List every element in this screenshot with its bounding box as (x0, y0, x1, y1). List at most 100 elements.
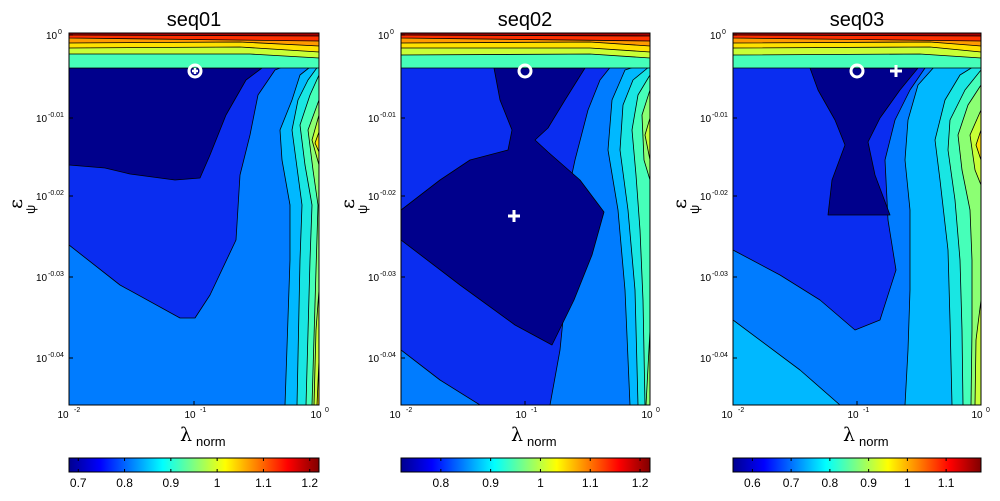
colorbar-ticks: 0.8 0.9 1 1.1 1.2 (432, 458, 649, 490)
x-tick-base: 10 (515, 410, 527, 421)
x-tick-exp: -2 (406, 407, 412, 414)
y-tick-exp: -0.02 (380, 190, 396, 197)
x-tick-base: 10 (721, 410, 733, 421)
x-tick-base: 10 (389, 410, 401, 421)
y-tick-base: 10 (700, 192, 712, 203)
y-tick-exp: -0.04 (380, 352, 396, 359)
panel-seq02: seq02 (337, 9, 660, 490)
y-tick: 10 -0.01 (368, 112, 405, 125)
y-tick-exp: 0 (722, 29, 726, 36)
contour-fill-green (641, 89, 650, 405)
colorbar-tick-label: 1.1 (582, 476, 599, 490)
x-tick-exp: -2 (738, 407, 744, 414)
x-axis-label-sub: norm (196, 434, 226, 449)
colorbar-tick-label: 1 (904, 476, 911, 490)
x-tick: 10 -1 (184, 401, 206, 421)
contour-fill-darkred-top (401, 33, 650, 37)
contour-fill-dark (69, 67, 263, 181)
colorbar-tick-label: 1.2 (301, 476, 318, 490)
y-tick-base: 10 (368, 354, 380, 365)
x-axis: 10 -2 10 -1 10 0 λ norm (389, 401, 660, 449)
colorbar-tick-label: 1 (214, 476, 221, 490)
x-tick-exp: -1 (531, 407, 537, 414)
colorbar-gradient (68, 457, 320, 473)
y-tick: 10 -0.04 (700, 352, 737, 365)
panel-title: seq03 (830, 9, 885, 31)
y-axis-label: ε (337, 199, 359, 209)
y-tick-base: 10 (368, 192, 380, 203)
marker-circle (187, 63, 203, 79)
contour-plot (733, 33, 981, 405)
colorbar-tick-label: 0.9 (163, 476, 180, 490)
contour-fill-dark (401, 67, 605, 346)
y-tick: 10 -0.01 (36, 112, 73, 125)
x-tick-exp: -1 (863, 407, 869, 414)
x-axis: 10 -2 10 -1 10 0 λ norm (721, 401, 990, 449)
contour-fill-yellow (975, 129, 981, 161)
colorbar: 0.8 0.9 1 1.1 1.2 (400, 457, 651, 490)
y-tick-base: 10 (36, 273, 48, 284)
y-tick-exp: 0 (58, 29, 62, 36)
y-tick-exp: -0.04 (48, 352, 64, 359)
y-tick: 10 -0.02 (368, 190, 405, 203)
colorbar-tick-label: 0.6 (744, 476, 761, 490)
x-tick-exp: 0 (986, 407, 990, 414)
x-tick-base: 10 (971, 410, 983, 421)
y-tick-exp: -0.03 (380, 271, 396, 278)
colorbar-tick-label: 1 (537, 476, 544, 490)
y-axis: 10 0 10 -0.01 10 -0.02 10 -0.03 10 - (669, 29, 737, 365)
y-tick-base: 10 (710, 31, 722, 42)
y-axis-label: ε (5, 199, 27, 209)
x-tick: 10 -1 (515, 401, 537, 421)
y-tick: 10 -0.03 (36, 271, 73, 284)
y-axis-label-sub: ψ (23, 205, 38, 214)
contour-plot (69, 33, 319, 405)
x-tick: 10 -2 (721, 401, 744, 421)
panel-seq03: seq03 (669, 9, 990, 490)
y-axis-label-sub: ψ (355, 205, 370, 214)
marker-circle (517, 63, 533, 79)
y-tick-exp: -0.02 (712, 190, 728, 197)
marker-plus (508, 210, 520, 222)
colorbar-tick-label: 1.1 (255, 476, 272, 490)
x-tick: 10 0 (641, 401, 660, 421)
x-tick: 10 -1 (847, 401, 869, 421)
x-tick: 10 -2 (389, 401, 412, 421)
marker-plus (192, 68, 198, 74)
colorbar: 0.6 0.7 0.8 0.9 1 1.1 (732, 457, 982, 490)
y-tick-base: 10 (700, 114, 712, 125)
y-tick-exp: -0.01 (380, 112, 396, 119)
y-tick: 10 -0.04 (36, 352, 73, 365)
y-tick-exp: 0 (390, 29, 394, 36)
colorbar-gradient (732, 457, 982, 473)
marker-circle (849, 63, 865, 79)
y-tick-exp: -0.02 (48, 190, 64, 197)
x-tick-base: 10 (57, 410, 69, 421)
y-tick-base: 10 (36, 114, 48, 125)
y-tick-exp: -0.04 (712, 352, 728, 359)
y-tick-base: 10 (36, 354, 48, 365)
x-tick-base: 10 (310, 410, 322, 421)
x-tick-base: 10 (184, 410, 196, 421)
x-tick-exp: 0 (656, 407, 660, 414)
y-tick: 10 -0.04 (368, 352, 405, 365)
y-axis: 10 0 10 -0.01 10 -0.02 10 -0.03 10 - (337, 29, 405, 365)
contour-plot (401, 33, 650, 405)
y-tick: 10 -0.01 (700, 112, 737, 125)
y-tick: 10 0 (378, 29, 405, 42)
contour-fill-yellowgreen (311, 114, 319, 405)
y-tick: 10 -0.02 (700, 190, 737, 203)
y-tick-base: 10 (378, 31, 390, 42)
x-tick-exp: 0 (325, 407, 329, 414)
y-tick-base: 10 (36, 192, 48, 203)
y-tick: 10 -0.02 (36, 190, 73, 203)
x-tick: 10 -2 (57, 401, 80, 421)
panel-title: seq01 (167, 9, 222, 31)
x-tick-exp: -1 (200, 407, 206, 414)
y-tick-base: 10 (368, 114, 380, 125)
x-tick-exp: -2 (74, 407, 80, 414)
y-axis-label: ε (669, 199, 691, 209)
panel-title: seq02 (498, 9, 553, 31)
y-tick-exp: -0.01 (48, 112, 64, 119)
